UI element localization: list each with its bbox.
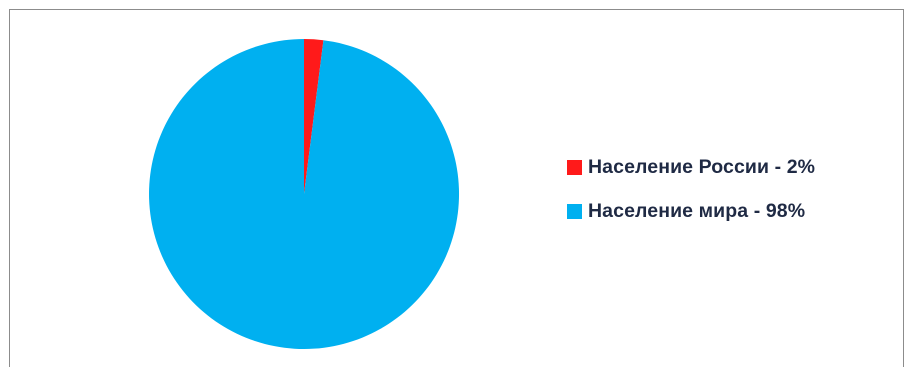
legend-item-russia: Население России - 2% [567,152,815,182]
pie-slice-russia [304,38,324,194]
legend-swatch-world [567,203,582,219]
legend-item-world: Население мира - 98% [567,196,815,226]
legend: Население России - 2% Население мира - 9… [567,152,815,240]
legend-swatch-russia [567,159,582,175]
legend-label-world: Население мира - 98% [588,199,806,222]
legend-label-russia: Население России - 2% [588,155,816,178]
pie-slice-world [149,39,460,349]
